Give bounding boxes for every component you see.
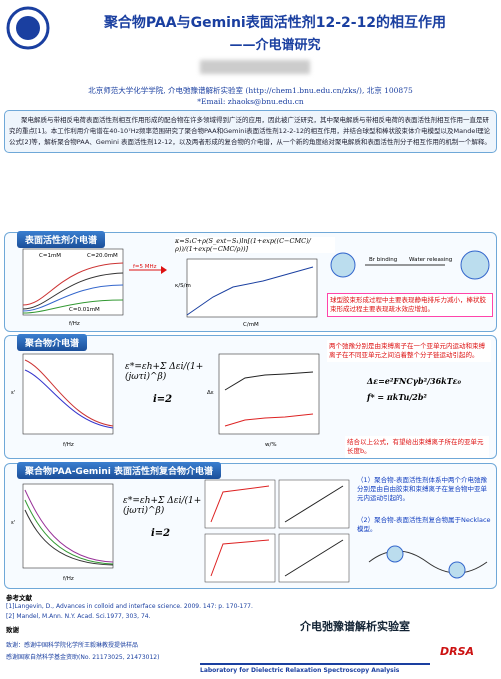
reference: [2] Mandel, M.Ann. N.Y. Acad. Sci.1977, … bbox=[6, 613, 151, 620]
axis-label: w/% bbox=[265, 442, 277, 448]
formula: f* = πkTu/2b² bbox=[367, 392, 427, 402]
ack: 致谢：感谢中国科学院化学所王毅琳教授提供样品 bbox=[6, 642, 139, 649]
axis-label: f/Hz bbox=[69, 321, 80, 327]
section-title: 表面活性剂介电谱 bbox=[17, 231, 106, 248]
conclusion: （1）聚合物-表面活性剂体系中两个介电弛豫分别是由自由胶束和束缚离子在复合物中亚… bbox=[357, 476, 487, 502]
lab-name-en: Laboratory for Dielectric Relaxation Spe… bbox=[200, 663, 430, 674]
affiliation: 北京师范大学化学学院, 介电弛豫谱解析实验室 (http://chem1.bnu… bbox=[88, 86, 413, 95]
label: f=5 MHz bbox=[133, 264, 157, 270]
label: C=1mM bbox=[39, 253, 61, 259]
logo-text: DRSA bbox=[440, 645, 475, 658]
section-3: 聚合物PAA-Gemini 表面活性剂复合物介电谱 ε' f/Hz ε*=εh+Σ… bbox=[4, 462, 497, 589]
axis-label: f/Hz bbox=[63, 576, 74, 582]
section-1: 表面活性剂介电谱 C=1mM C=20.0mM C=0.01mM f/Hz f=5 M… bbox=[4, 231, 497, 332]
plot: κ/S/m C/mM bbox=[175, 258, 318, 328]
abstract: 聚电解质与带相反电荷表面活性剂相互作用形成的配合物在许多领域得到广泛的应用，因此… bbox=[4, 110, 497, 153]
section-title: 聚合物PAA-Gemini 表面活性剂复合物介电谱 bbox=[17, 462, 222, 479]
title: 聚合物PAA与Gemini表面活性剂12-2-12的相互作用 bbox=[103, 15, 447, 31]
formula-index: i=2 bbox=[151, 528, 171, 539]
section-2: 聚合物介电谱 ε' f/Hz ε*=εh+Σ Δεi/(1+(jωτi)^β) i… bbox=[4, 334, 497, 459]
formula-index: i=2 bbox=[153, 394, 173, 405]
plot-grid bbox=[204, 479, 350, 583]
references-title: 参考文献 bbox=[6, 594, 32, 602]
reference: [1]Langevin, D., Advances in colloid and… bbox=[6, 603, 253, 610]
axis-label: ε' bbox=[11, 390, 16, 396]
plot: C=1mM C=20.0mM C=0.01mM f/Hz bbox=[22, 248, 124, 327]
section-title: 聚合物介电谱 bbox=[17, 334, 88, 351]
axis-label: ε' bbox=[11, 520, 16, 526]
subtitle: ——介电谱研究 bbox=[229, 38, 321, 53]
ack: 感谢国家自然科学基金资助(No. 21173025, 21473012) bbox=[6, 654, 160, 661]
conclusion: （2）聚合物-表面活性剂复合物属于Necklace 模型。 bbox=[357, 516, 491, 533]
plot: Δε w/% bbox=[207, 353, 320, 448]
formula: ε*=εh+Σ Δεi/(1+(jωτi)^β) bbox=[125, 362, 204, 382]
label: Water releasing bbox=[409, 257, 452, 263]
note: 球型胶束形成过程中主要表现静电排斥力减小，棒状胶束形成过程主要表现疏水效应增加。 bbox=[327, 293, 493, 317]
logo bbox=[6, 6, 50, 50]
micelle-schematic: Br binding Water releasing bbox=[330, 250, 490, 280]
axis-label: κ/S/m bbox=[175, 283, 191, 289]
lab-name: 介电弛豫谱解析实验室 bbox=[300, 620, 410, 633]
plot: ε' f/Hz bbox=[11, 353, 114, 448]
blurred-authors bbox=[200, 60, 310, 74]
axis-label: f/Hz bbox=[63, 442, 74, 448]
label: Br binding bbox=[369, 257, 397, 263]
necklace-schematic bbox=[368, 545, 488, 579]
formula: ε*=εh+Σ Δεi/(1+(jωτi)^β) bbox=[123, 496, 202, 516]
formula: κ=S₁C+ρ(S_ext−S₁)ln[(1+exp((C−CMC)/ρ))/(… bbox=[175, 237, 335, 253]
note: 结合以上公式，有望给出束缚离子所在的亚单元长度b。 bbox=[345, 436, 489, 458]
axis-label: C/mM bbox=[243, 322, 259, 328]
axis-label: Δε bbox=[207, 390, 214, 396]
note: 两个弛豫分别是由束缚离子在一个亚单元内运动和束缚离子在不同亚单元之间沿着整个分子… bbox=[327, 340, 491, 362]
ack-title: 致谢 bbox=[6, 626, 19, 634]
formula: Δε=e²FNCγb²/36kTε₀ bbox=[367, 376, 462, 386]
arrow: f=5 MHz bbox=[129, 264, 167, 274]
email: *Email: zhaoks@bnu.edu.cn bbox=[197, 97, 304, 106]
plot: ε' f/Hz bbox=[11, 483, 114, 582]
label: C=20.0mM bbox=[87, 253, 118, 259]
label: C=0.01mM bbox=[69, 307, 100, 313]
